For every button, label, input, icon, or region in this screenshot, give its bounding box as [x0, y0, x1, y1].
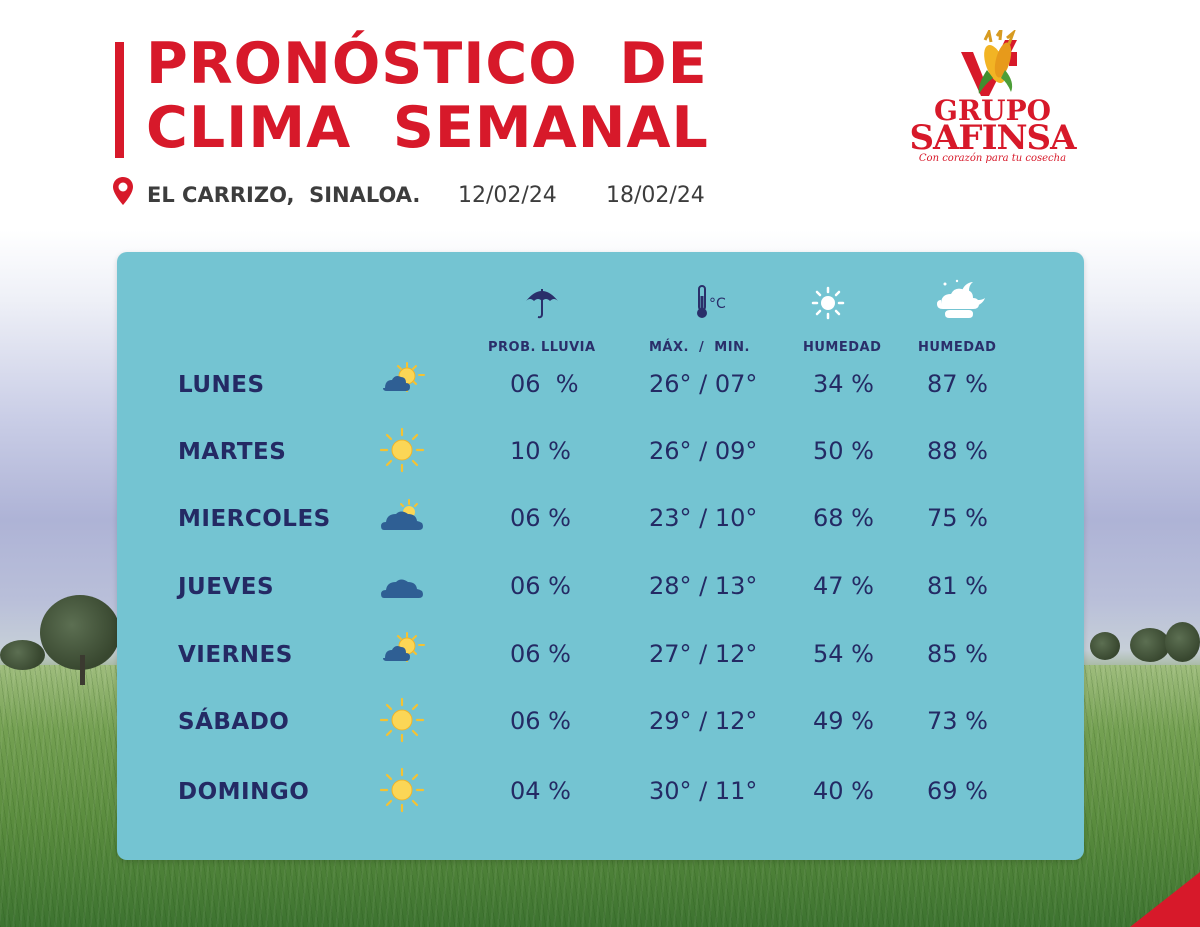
- thermometer-icon: °C: [697, 285, 726, 318]
- umbrella-icon: [526, 289, 558, 319]
- brand-name-line-2: SAFINSA: [909, 118, 1077, 158]
- temperature-range: 27° / 12°: [649, 640, 758, 668]
- temperature-range: 23° / 10°: [649, 504, 758, 532]
- title-accent-bar: [115, 42, 124, 158]
- col-head-temp: MÁX. / MIN.: [649, 340, 750, 355]
- title-line-1: PRONÓSTICO DE: [146, 31, 708, 97]
- partly-cloudy-icon: [383, 632, 425, 662]
- humidity-night: 73 %: [927, 707, 988, 735]
- humidity-day: 49 %: [813, 707, 874, 735]
- sunny-icon: [379, 697, 425, 743]
- page-title: PRONÓSTICO DE CLIMA SEMANAL: [146, 32, 709, 160]
- humidity-night: 88 %: [927, 437, 988, 465]
- forecast-row-domingo: DOMINGO 04 % 30° / 11° 40 % 69 %: [117, 767, 1084, 819]
- forecast-row-martes: MARTES 10 % 26° / 09° 50 % 88 %: [117, 427, 1084, 479]
- humidity-day: 54 %: [813, 640, 874, 668]
- humidity-night: 85 %: [927, 640, 988, 668]
- forecast-row-lunes: LUNES 06 % 26° / 07° 34 % 87 %: [117, 362, 1084, 412]
- rain-probability: 06 %: [510, 370, 579, 398]
- night-cloud-icon: [937, 279, 985, 318]
- humidity-day: 50 %: [813, 437, 874, 465]
- humidity-night: 75 %: [927, 504, 988, 532]
- sunny-icon: [379, 767, 425, 813]
- rain-probability: 06 %: [510, 572, 571, 600]
- mostly-cloudy-icon: [381, 499, 423, 530]
- corner-accent: [1130, 872, 1200, 927]
- rain-probability: 06 %: [510, 504, 571, 532]
- temperature-range: 26° / 09°: [649, 437, 758, 465]
- col-head-rain: PROB. LLUVIA: [488, 340, 596, 355]
- humidity-night: 87 %: [927, 370, 988, 398]
- humidity-day: 68 %: [813, 504, 874, 532]
- cloudy-icon: [381, 579, 423, 598]
- humidity-night: 69 %: [927, 777, 988, 805]
- forecast-card: °C PROB. LLUVIA MÁX. / MIN. HUMEDAD HUME…: [117, 252, 1084, 860]
- date-start: 12/02/24: [458, 183, 557, 208]
- sun-icon: [811, 286, 845, 320]
- humidity-day: 40 %: [813, 777, 874, 805]
- day-name: MARTES: [178, 439, 287, 465]
- humidity-day: 34 %: [813, 370, 874, 398]
- humidity-day: 47 %: [813, 572, 874, 600]
- svg-text:°C: °C: [709, 296, 726, 312]
- temperature-range: 29° / 12°: [649, 707, 758, 735]
- forecast-row-jueves: JUEVES 06 % 28° / 13° 47 % 81 %: [117, 572, 1084, 614]
- forecast-row-viernes: VIERNES 06 % 27° / 12° 54 % 85 %: [117, 632, 1084, 682]
- temperature-range: 30° / 11°: [649, 777, 758, 805]
- temperature-range: 26° / 07°: [649, 370, 758, 398]
- forecast-row-miercoles: MIERCOLES 06 % 23° / 10° 68 % 75 %: [117, 499, 1084, 546]
- brand-logo: GRUPO SAFINSA Con corazón para tu cosech…: [905, 30, 1080, 170]
- date-end: 18/02/24: [606, 183, 705, 208]
- col-head-humidity-night: HUMEDAD: [918, 340, 997, 355]
- humidity-night: 81 %: [927, 572, 988, 600]
- rain-probability: 06 %: [510, 707, 571, 735]
- day-name: MIERCOLES: [178, 506, 331, 532]
- partly-cloudy-icon: [383, 362, 425, 392]
- rain-probability: 10 %: [510, 437, 571, 465]
- day-name: JUEVES: [178, 574, 275, 600]
- day-name: SÁBADO: [178, 709, 290, 735]
- rain-probability: 04 %: [510, 777, 571, 805]
- rain-probability: 06 %: [510, 640, 571, 668]
- corn-logo-icon: [961, 30, 1017, 96]
- temperature-range: 28° / 13°: [649, 572, 758, 600]
- forecast-row-sabado: SÁBADO 06 % 29° / 12° 49 % 73 %: [117, 697, 1084, 749]
- location-label: EL CARRIZO, SINALOA.: [147, 183, 421, 207]
- brand-name-line-1: GRUPO: [933, 94, 1052, 127]
- map-pin-icon: [113, 177, 133, 205]
- title-line-2: CLIMA SEMANAL: [146, 95, 709, 161]
- sunny-icon: [379, 427, 425, 473]
- day-name: VIERNES: [178, 642, 293, 668]
- day-name: DOMINGO: [178, 779, 310, 805]
- col-head-humidity-day: HUMEDAD: [803, 340, 882, 355]
- brand-tagline: Con corazón para tu cosecha: [918, 153, 1067, 164]
- day-name: LUNES: [178, 372, 265, 398]
